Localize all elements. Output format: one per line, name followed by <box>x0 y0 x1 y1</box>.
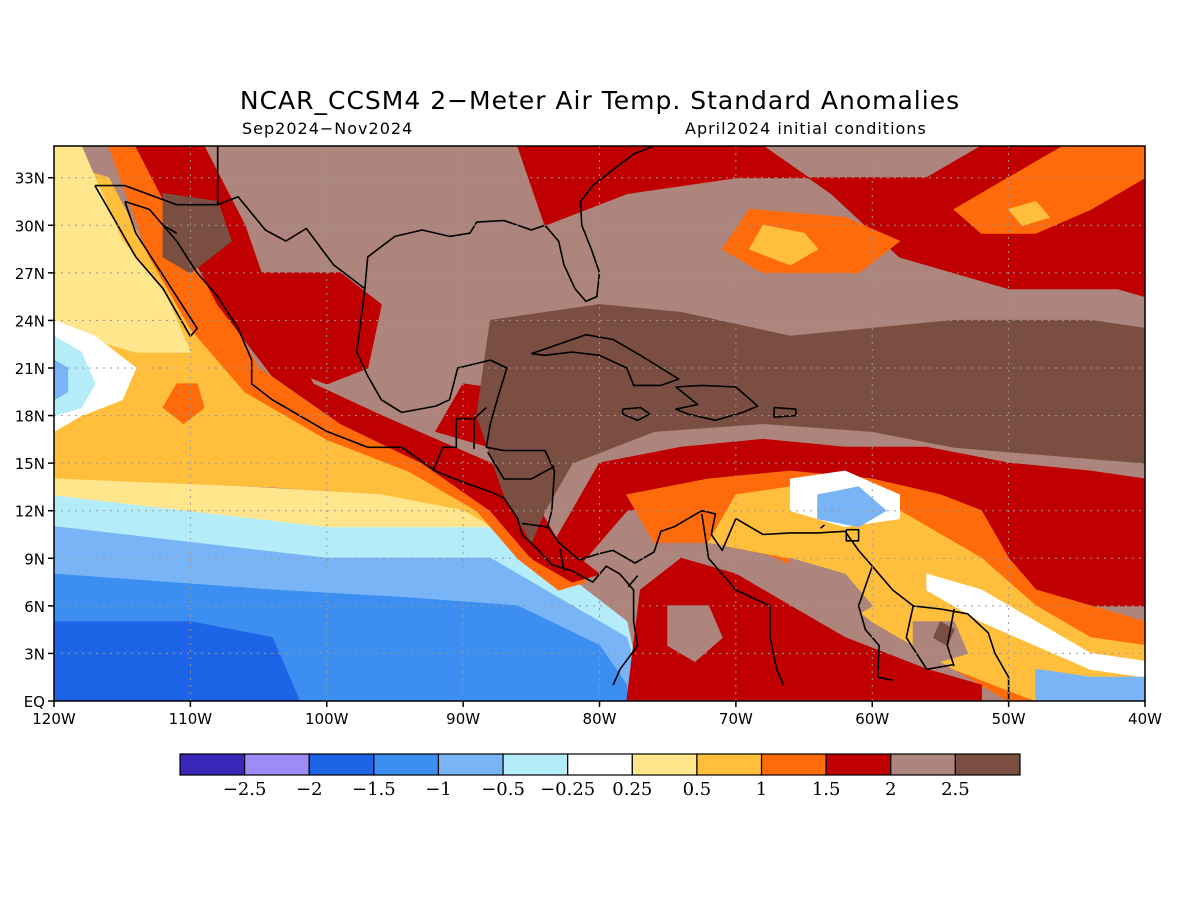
anomaly-region <box>476 304 1145 543</box>
anomaly-region <box>54 335 96 417</box>
anomaly-region <box>1008 201 1050 226</box>
coastline <box>94 184 218 206</box>
anomaly-region <box>162 193 232 274</box>
anomaly-region <box>54 359 69 401</box>
axis-ticks: 120W 110W 100W 90W 80W 70W 60W 50W 40W EQ 3N 6N 9N 12… <box>15 170 1162 728</box>
gridlines <box>54 146 1145 701</box>
colorbar-swatch <box>502 753 569 776</box>
colorbar-label: 2 <box>885 779 896 800</box>
coastline <box>487 451 555 480</box>
lat-tick-label: EQ <box>24 693 45 711</box>
colorbar-swatch <box>373 753 440 776</box>
lon-tick-label: 60W <box>855 710 889 728</box>
colorbar-swatch <box>437 753 504 776</box>
lat-tick-label: 3N <box>24 645 45 663</box>
anomaly-region <box>517 146 1145 298</box>
colorbar-swatch <box>179 753 246 776</box>
colorbar-swatch <box>890 753 956 776</box>
colorbar-swatch <box>760 753 827 776</box>
coastline <box>559 548 565 572</box>
map-subtitle-initial-conditions: April2024 initial conditions <box>685 119 927 138</box>
colorbar-label: 0.5 <box>683 779 712 800</box>
colorbar-label: −0.5 <box>481 779 525 800</box>
colorbar-swatch <box>696 753 763 776</box>
lat-tick-label: 9N <box>24 550 45 568</box>
coastline <box>819 524 825 529</box>
anomaly-field <box>54 146 1145 701</box>
map-title: NCAR_CCSM4 2−Meter Air Temp. Standard An… <box>239 86 961 115</box>
colorbar-label: 2.5 <box>941 779 970 800</box>
lon-tick-label: 40W <box>1128 710 1162 728</box>
lat-tick-label: 18N <box>15 408 45 426</box>
colorbar-swatch <box>631 753 698 776</box>
colorbar-label: 0.25 <box>612 779 652 800</box>
coastline <box>432 407 487 472</box>
map-subtitle-period: Sep2024−Nov2024 <box>242 119 414 138</box>
colorbar-swatch <box>567 753 633 776</box>
coastline <box>946 608 955 667</box>
lon-tick-label: 110W <box>169 710 213 728</box>
colorbar-swatch <box>954 753 1021 776</box>
anomaly-region <box>1035 668 1145 701</box>
coastlines <box>94 146 1010 701</box>
lon-tick-label: 90W <box>446 710 480 728</box>
lat-tick-label: 21N <box>15 360 45 378</box>
anomaly-region <box>667 605 723 662</box>
colorbar-label: 1 <box>756 779 767 800</box>
colorbar-label: −1.5 <box>352 779 396 800</box>
colorbar-label: 1.5 <box>812 779 841 800</box>
anomaly-region <box>162 383 205 424</box>
coastline <box>94 185 198 338</box>
coastline <box>621 406 651 422</box>
coastline <box>356 288 1010 701</box>
coastline <box>845 528 860 542</box>
colorbar-label: −1 <box>425 779 452 800</box>
lat-tick-label: 15N <box>15 455 45 473</box>
colorbar-swatch <box>825 753 892 776</box>
colorbar-label: −2.5 <box>223 779 267 800</box>
colorbar-swatch <box>308 753 375 776</box>
coastline <box>773 406 797 418</box>
lat-tick-label: 33N <box>15 170 45 188</box>
anomaly-region <box>54 621 300 701</box>
lat-tick-label: 6N <box>24 598 45 616</box>
lon-tick-label: 70W <box>719 710 753 728</box>
coastline <box>521 522 549 529</box>
coastline <box>675 384 759 422</box>
colorbar: −2.5 −2 −1.5 −1 −0.5 −0.25 0.25 0.5 1 1.5 2 2.5 <box>179 753 1021 800</box>
anomaly-region <box>953 146 1145 234</box>
colorbar-swatch <box>244 753 310 776</box>
anomaly-region <box>789 557 873 623</box>
lat-tick-label: 30N <box>15 217 45 235</box>
coastline <box>124 200 639 686</box>
anomaly-region <box>749 224 819 266</box>
anomaly-region <box>926 573 1145 678</box>
lat-tick-label: 24N <box>15 312 45 330</box>
coastline <box>531 333 680 387</box>
coastline <box>216 146 366 290</box>
lon-tick-label: 50W <box>992 710 1026 728</box>
anomaly-region <box>626 557 982 701</box>
colorbar-label: −0.25 <box>540 779 595 800</box>
lon-tick-label: 80W <box>583 710 617 728</box>
lon-tick-label: 120W <box>32 710 76 728</box>
coastline <box>162 224 178 234</box>
lat-tick-label: 27N <box>15 265 45 283</box>
lat-tick-label: 12N <box>15 503 45 521</box>
colorbar-label: −2 <box>296 779 323 800</box>
coastline <box>627 575 639 588</box>
coastline <box>364 146 655 303</box>
lon-tick-label: 100W <box>305 710 349 728</box>
